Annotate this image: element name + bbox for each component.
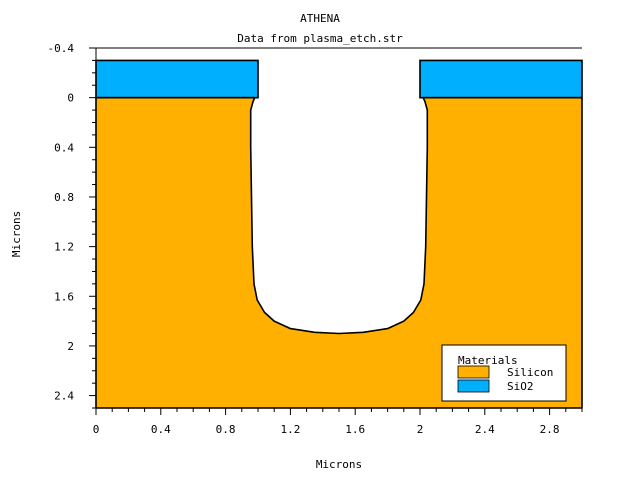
x-tick-label: 0 <box>93 423 100 436</box>
x-tick-label: 2.4 <box>475 423 495 436</box>
y-tick-label: 2.4 <box>54 390 74 403</box>
x-tick-label: 2 <box>417 423 424 436</box>
regions <box>95 59 583 409</box>
y-tick-label: 1.6 <box>54 290 74 303</box>
x-tick-label: 2.8 <box>540 423 560 436</box>
x-tick-label: 0.8 <box>216 423 236 436</box>
x-tick-label: 0.4 <box>151 423 171 436</box>
legend-swatch-silicon <box>457 365 490 379</box>
sio2-region-1 <box>95 59 259 99</box>
legend-label-sio2: SiO2 <box>507 380 534 393</box>
silicon-region <box>95 96 583 409</box>
y-tick-label: 2 <box>67 340 74 353</box>
x-tick-label: 1.6 <box>345 423 365 436</box>
y-tick-label: 0 <box>67 92 74 105</box>
x-tick-label: 1.2 <box>280 423 300 436</box>
y-axis-label: Microns <box>10 211 23 257</box>
legend-label-silicon: Silicon <box>507 366 553 379</box>
legend-swatch-sio2 <box>457 379 490 393</box>
y-tick-label: 1.2 <box>54 241 74 254</box>
x-axis-label: Microns <box>316 458 362 471</box>
chart-subtitle: Data from plasma_etch.str <box>237 32 403 45</box>
axes: 0 0.4 0.8 1.2 1.6 2 2.4 2.8 -0.4 0 0.4 0.8 1.2 1.6 2 2.… <box>48 42 583 436</box>
sio2-region-2 <box>419 59 583 99</box>
y-tick-label: 0.8 <box>54 191 74 204</box>
y-tick-label: 0.4 <box>54 141 74 154</box>
y-tick-label: -0.4 <box>48 42 75 55</box>
legend-title: Materials <box>458 354 518 367</box>
chart-title: ATHENA <box>300 12 340 25</box>
